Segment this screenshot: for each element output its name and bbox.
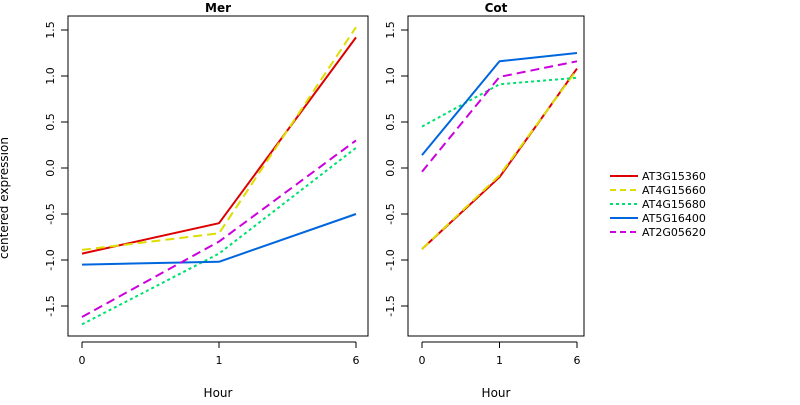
y-tick-label: -1.5	[44, 295, 57, 316]
x-axis-label: Hour	[204, 386, 233, 400]
series-line-at5g16400	[81, 213, 357, 266]
x-axis-label: Hour	[482, 386, 511, 400]
panel-cot: Cot Hour -1.5 -1.0 -0.5 0.0 0.5 1.0 1.5 0 1 6	[384, 1, 585, 400]
y-tick-label: 1.0	[44, 67, 57, 85]
legend: AT3G15360AT4G15660AT4G15680AT5G16400AT2G…	[610, 170, 706, 239]
legend-label: AT5G16400	[642, 212, 706, 225]
y-tick-label: -0.5	[44, 203, 57, 224]
legend-label: AT4G15680	[642, 198, 706, 211]
x-tick-label: 0	[419, 354, 426, 367]
series-line-at4g15680	[421, 76, 578, 128]
y-tick-label: 0.0	[384, 159, 397, 177]
y-axis-label: centered expression	[0, 137, 11, 259]
legend-label: AT3G15360	[642, 170, 706, 183]
series-line-at2g05620	[421, 60, 578, 173]
y-tick-label: 1.5	[384, 21, 397, 39]
y-tick-label: -1.0	[384, 249, 397, 270]
x-tick-label: 6	[353, 354, 360, 367]
y-tick-label: 0.5	[44, 113, 57, 131]
y-tick-label: -0.5	[384, 203, 397, 224]
x-tick-label: 1	[496, 354, 503, 367]
y-tick-label: -1.0	[44, 249, 57, 270]
panel-title: Mer	[205, 1, 231, 15]
legend-label: AT4G15660	[642, 184, 706, 197]
plot-frame	[67, 15, 369, 337]
series-line-at4g15660	[81, 26, 357, 251]
series-line-at3g15360	[81, 36, 357, 255]
panel-title: Cot	[485, 1, 508, 15]
y-tick-label: 0.0	[44, 159, 57, 177]
y-tick-label: 0.5	[384, 113, 397, 131]
series-line-at4g15660	[421, 69, 578, 250]
y-tick-label: 1.5	[44, 21, 57, 39]
panel-mer: Mer Hour -1.5 -1.0 -0.5 0.0 0.5 1.0 1.5 0 1 6	[44, 1, 369, 400]
series-line-at4g15680	[81, 147, 357, 326]
y-tick-label: -1.5	[384, 295, 397, 316]
series-line-at5g16400	[421, 52, 578, 156]
x-tick-label: 1	[216, 354, 223, 367]
y-tick-label: 1.0	[384, 67, 397, 85]
x-tick-label: 6	[574, 354, 581, 367]
legend-label: AT2G05620	[642, 226, 706, 239]
series-line-at3g15360	[421, 68, 578, 250]
series-line-at2g05620	[81, 139, 357, 318]
x-tick-label: 0	[79, 354, 86, 367]
